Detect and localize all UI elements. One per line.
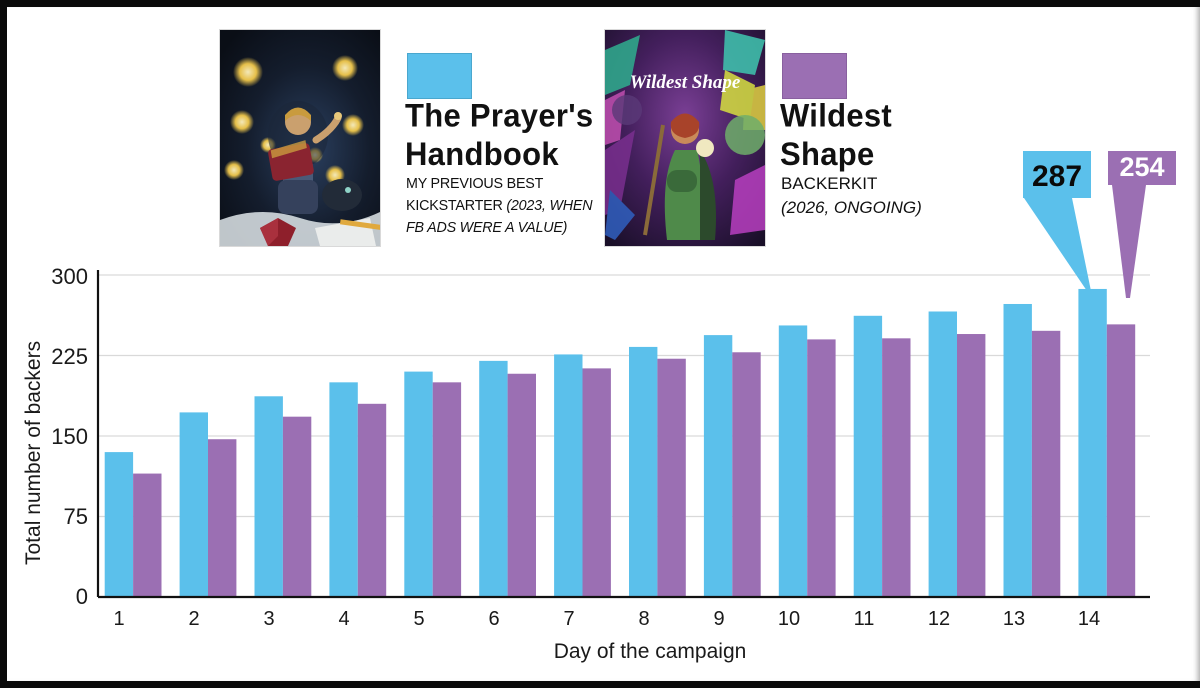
- svg-text:Wildest Shape: Wildest Shape: [630, 72, 741, 93]
- svg-text:254: 254: [1119, 152, 1164, 182]
